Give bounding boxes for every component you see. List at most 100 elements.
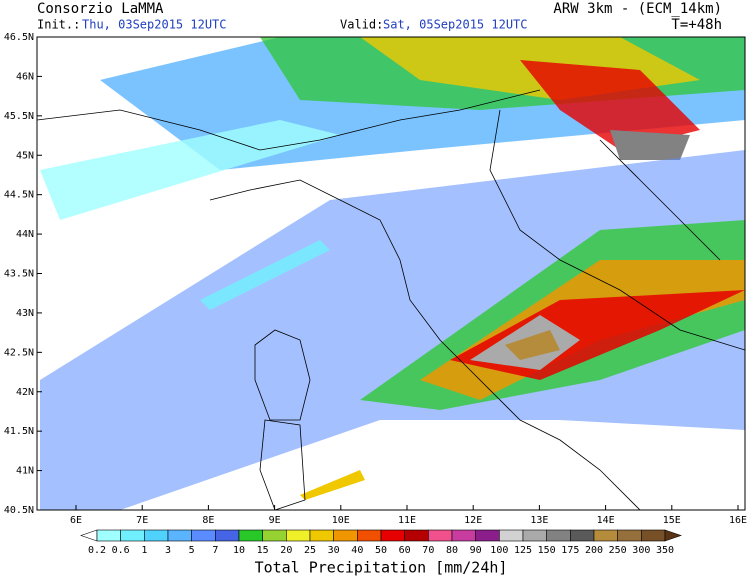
lead-time: T=+48h [671,17,722,33]
precip-band [40,150,745,510]
colorbar-box [96,529,121,542]
colorbar-label: 350 [656,545,674,556]
colorbar-label: 50 [375,545,387,556]
coastlines [37,89,745,510]
lat-label: 40.5N [4,505,34,516]
colorbar-label: 300 [632,545,650,556]
init-time: Thu, 03Sep2015 12UTC [82,18,227,32]
colorbar-box [641,529,666,542]
colorbar-label: 175 [561,545,579,556]
colorbar-title: Total Precipitation [mm/24h] [255,559,508,577]
init-label: Init.: [37,18,80,32]
lat-label: 45.5N [4,111,34,122]
lon-label: 13E [530,515,548,526]
colorbar-box [191,529,216,542]
colorbar-label: 20 [280,545,292,556]
colorbar-label: 125 [514,545,532,556]
title: Consorzio LaMMA [37,1,164,17]
coastline [254,329,311,421]
colorbar-box [522,529,547,542]
lon-label: 11E [398,515,416,526]
valid-time: Sat, 05Sep2015 12UTC [383,18,528,32]
colorbar-label: 40 [351,545,363,556]
colorbar-label: 25 [304,545,316,556]
lon-label: 14E [597,515,615,526]
lat-label: 44N [16,229,34,240]
precip-band [610,130,690,160]
lat-label: 43.5N [4,269,34,280]
colorbar-label: 200 [585,545,603,556]
colorbar-box [215,529,240,542]
colorbar-box [404,529,429,542]
colorbar-box [546,529,571,542]
coastline [599,139,721,261]
colorbar-box [167,529,192,542]
valid-label: Valid: [340,18,383,32]
colorbar-label: 7 [212,545,218,556]
colorbar-box [144,529,169,542]
colorbar-box [262,529,287,542]
colorbar-box [617,529,642,542]
precip-band [200,240,330,310]
colorbar-label: 10 [233,545,245,556]
map [36,36,746,511]
colorbar-box [333,529,358,542]
colorbar-end [80,529,98,542]
lat-label: 45N [16,150,34,161]
precip-band [300,470,365,500]
colorbar-box [593,529,618,542]
colorbar-label: 100 [490,545,508,556]
model: ARW 3km - (ECM_14km) [553,1,722,17]
precip-field [40,37,745,510]
lat-label: 46.5N [4,32,34,43]
lat-label: 42.5N [4,347,34,358]
precip-band [520,60,700,150]
colorbar-label: 80 [446,545,458,556]
coastline [259,419,306,510]
lon-label: 16E [729,515,747,526]
precip-band [505,330,560,360]
colorbar-box [475,529,500,542]
colorbar-label: 250 [609,545,627,556]
colorbar-label: 1 [141,545,147,556]
coastline [489,109,745,351]
colorbar-box [380,529,405,542]
lon-label: 15E [663,515,681,526]
colorbar-box [309,529,334,542]
lat-label: 46N [16,71,34,82]
lon-label: 8E [202,515,214,526]
precip-band [40,120,340,220]
colorbar-label: 150 [538,545,556,556]
colorbar-label: 5 [189,545,195,556]
colorbar-label: 30 [328,545,340,556]
lon-label: 9E [269,515,281,526]
colorbar-box [120,529,145,542]
lat-label: 41N [16,466,34,477]
lat-label: 43N [16,308,34,319]
lon-label: 6E [70,515,82,526]
coastline [209,179,641,510]
lon-label: 12E [464,515,482,526]
colorbar-label: 90 [470,545,482,556]
border [37,89,541,151]
colorbar-label: 0.2 [88,545,106,556]
colorbar-box [570,529,595,542]
lat-label: 41.5N [4,426,34,437]
lat-label: 42N [16,387,34,398]
colorbar-end [664,529,682,542]
colorbar-label: 0.6 [112,545,130,556]
colorbar-label: 60 [399,545,411,556]
colorbar-label: 15 [257,545,269,556]
colorbar-label: 3 [165,545,171,556]
colorbar-box [499,529,524,542]
colorbar-box [238,529,263,542]
colorbar-label: 70 [422,545,434,556]
colorbar-box [357,529,382,542]
colorbar-box [286,529,311,542]
lat-label: 44.5N [4,190,34,201]
lon-label: 7E [136,515,148,526]
colorbar-box [451,529,476,542]
colorbar-box [428,529,453,542]
lon-label: 10E [332,515,350,526]
